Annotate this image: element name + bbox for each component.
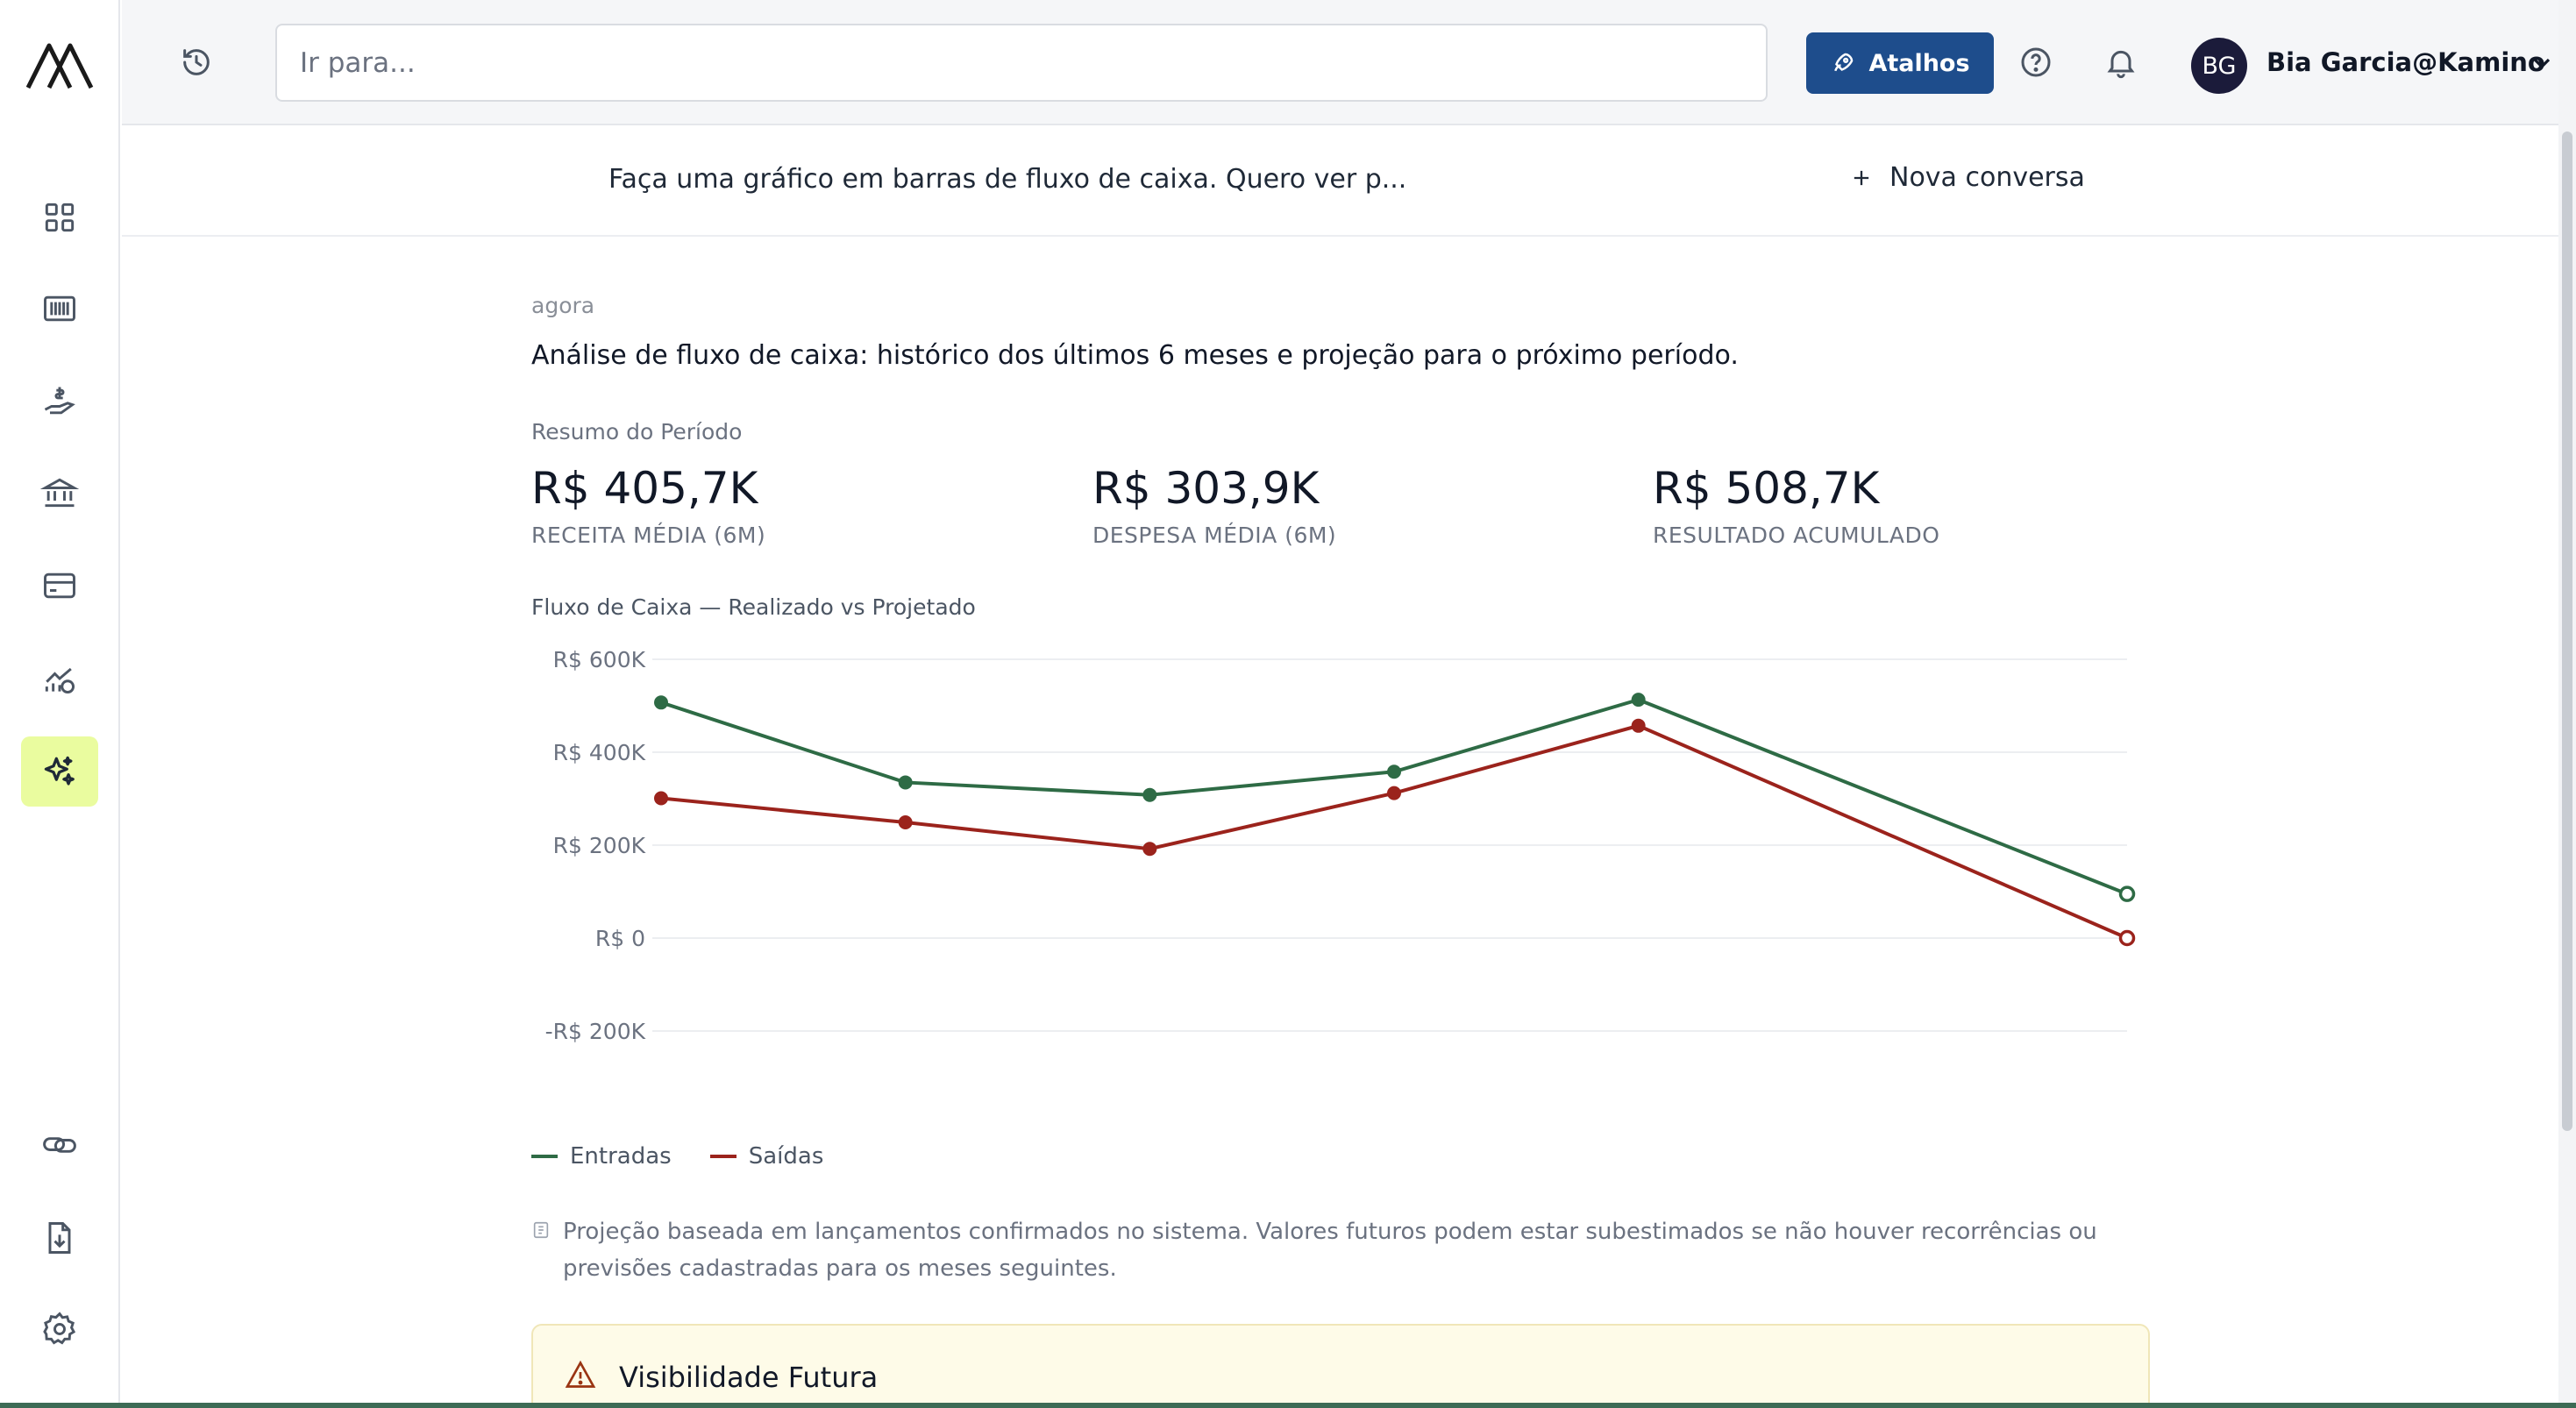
bank-icon [40, 478, 79, 508]
info-doc-icon [533, 1221, 549, 1239]
sidebar-item-boletos[interactable] [21, 274, 98, 344]
stat-label: DESPESA MÉDIA (6M) [1092, 523, 1337, 548]
stat-value: R$ 508,7K [1653, 463, 1880, 514]
legend-item[interactable]: Saídas [709, 1143, 824, 1170]
user-name[interactable]: Bia Garcia@Kamino [2266, 47, 2545, 77]
data-point[interactable] [2118, 885, 2136, 902]
data-point[interactable] [1631, 693, 1646, 708]
bell-icon [2107, 50, 2135, 79]
y-tick-label: R$ 400K [553, 740, 646, 765]
new-conversation-label: Nova conversa [1889, 162, 2085, 193]
rocket-icon [1834, 53, 1854, 72]
future-visibility-callout: Visibilidade Futura [531, 1324, 2150, 1408]
sidebar [0, 0, 120, 1408]
grid-icon [45, 203, 75, 232]
data-point[interactable] [1631, 718, 1646, 733]
window-frame [0, 1403, 2576, 1408]
sidebar-item-configuracoes[interactable] [21, 1294, 98, 1364]
summary-label: Resumo do Período [531, 419, 743, 444]
barcode-icon [44, 295, 75, 322]
sidebar-item-bancos[interactable] [21, 458, 98, 528]
notifications-button[interactable] [2099, 40, 2143, 84]
topbar: Atalhos BG Bia Garcia@Kamino [122, 0, 2576, 125]
help-button[interactable] [2014, 40, 2058, 84]
sparkles-icon [44, 756, 75, 786]
shortcuts-label: Atalhos [1868, 49, 1970, 77]
message-intro: Análise de fluxo de caixa: histórico dos… [531, 340, 1739, 371]
kamino-logo-icon[interactable] [25, 39, 95, 93]
file-download-icon [48, 1222, 71, 1254]
chart-money-icon [45, 667, 75, 694]
scrollbar-thumb[interactable] [2562, 132, 2572, 1131]
stat-label: RECEITA MÉDIA (6M) [531, 523, 766, 548]
data-point[interactable] [1387, 764, 1401, 779]
data-point[interactable] [898, 775, 913, 790]
y-tick-label: -R$ 200K [545, 1019, 646, 1043]
scrollbar[interactable] [2558, 0, 2576, 1408]
conversation-title[interactable]: Faça uma gráfico em barras de fluxo de c… [608, 164, 1407, 195]
series-line [660, 723, 2128, 940]
data-point[interactable] [654, 695, 668, 710]
warning-icon [565, 1360, 596, 1388]
series-line [660, 697, 2128, 896]
sidebar-item-assistente[interactable] [21, 736, 98, 807]
plus-icon [1854, 170, 1869, 185]
legend-label: Saídas [748, 1143, 824, 1170]
hand-coin-icon [44, 387, 75, 415]
shortcuts-button[interactable]: Atalhos [1806, 32, 1994, 94]
stat-resultado: R$ 508,7K RESULTADO ACUMULADO [1653, 463, 1939, 548]
sidebar-item-relatorios[interactable] [21, 644, 98, 714]
search-input[interactable] [300, 46, 1743, 79]
legend-swatch [709, 1155, 737, 1158]
gear-icon [43, 1312, 76, 1345]
data-point[interactable] [898, 815, 913, 830]
new-conversation-button[interactable]: Nova conversa [1849, 162, 2085, 193]
sidebar-item-cartoes[interactable] [21, 551, 98, 621]
credit-card-icon [44, 572, 75, 599]
legend-swatch [531, 1155, 558, 1158]
sidebar-item-recebimentos[interactable] [21, 366, 98, 437]
data-point[interactable] [1142, 787, 1157, 802]
legend-label: Entradas [570, 1143, 672, 1170]
legend-item[interactable]: Entradas [531, 1143, 672, 1170]
stat-value: R$ 303,9K [1092, 463, 1320, 514]
avatar[interactable]: BG [2191, 38, 2247, 94]
data-point[interactable] [654, 791, 668, 806]
data-point[interactable] [1387, 786, 1401, 800]
y-tick-label: R$ 0 [595, 926, 645, 951]
link-icon [43, 1137, 76, 1153]
chart-title: Fluxo de Caixa — Realizado vs Projetado [531, 594, 976, 620]
y-tick-label: R$ 200K [553, 833, 646, 858]
callout-title: Visibilidade Futura [619, 1361, 879, 1394]
y-tick-label: R$ 600K [553, 649, 646, 672]
history-button[interactable] [174, 40, 218, 84]
stat-label: RESULTADO ACUMULADO [1653, 523, 1940, 548]
chart-legend: Entradas Saídas [531, 1143, 823, 1170]
stat-value: R$ 405,7K [531, 463, 758, 514]
chevron-down-icon[interactable] [2528, 49, 2556, 77]
sidebar-item-integracoes[interactable] [21, 1110, 98, 1180]
search-box[interactable] [275, 24, 1768, 102]
stat-receita: R$ 405,7K RECEITA MÉDIA (6M) [531, 463, 765, 548]
help-icon [2021, 47, 2051, 77]
data-point[interactable] [1142, 842, 1157, 857]
message-timestamp: agora [531, 293, 595, 318]
projection-note: Projeção baseada em lançamentos confirma… [531, 1213, 2150, 1287]
sidebar-item-exportar[interactable] [21, 1203, 98, 1273]
history-icon [183, 49, 210, 75]
conversation-bar: Faça uma gráfico em barras de fluxo de c… [122, 127, 2576, 237]
note-text: Projeção baseada em lançamentos confirma… [563, 1219, 2097, 1282]
data-point[interactable] [2118, 929, 2136, 947]
sidebar-item-dashboard[interactable] [21, 182, 98, 252]
stat-despesa: R$ 303,9K DESPESA MÉDIA (6M) [1092, 463, 1336, 548]
